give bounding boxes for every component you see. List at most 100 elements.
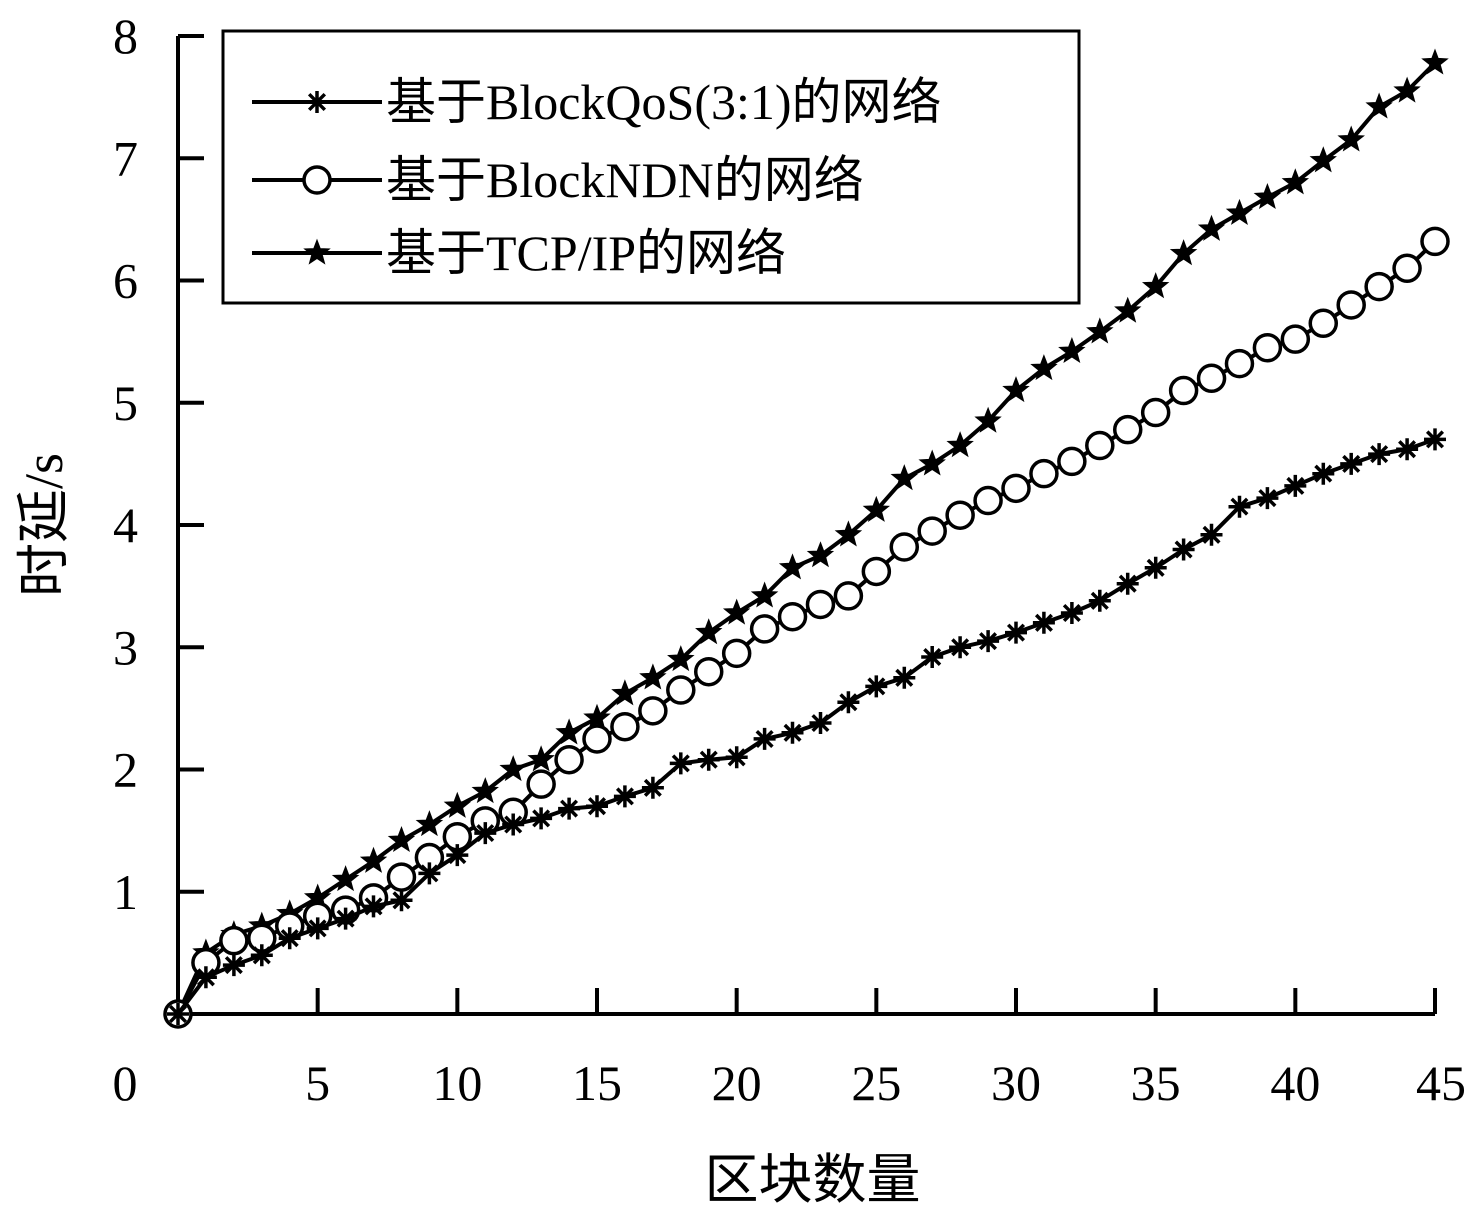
data-point: [1169, 239, 1198, 266]
data-point: [861, 556, 892, 587]
data-point: [945, 500, 975, 530]
data-point: [834, 520, 863, 547]
data-point: [555, 718, 583, 745]
legend: 基于BlockQoS(3:1)的网络基于BlockNDN的网络基于TCP/IP的…: [221, 29, 1081, 305]
data-point: [725, 746, 748, 769]
data-point: [1029, 458, 1059, 489]
data-point: [693, 656, 724, 687]
data-point: [865, 675, 888, 698]
data-point: [1228, 495, 1251, 518]
data-point: [889, 532, 920, 562]
data-point: [1252, 332, 1283, 363]
data-point: [695, 618, 723, 645]
data-point: [306, 917, 329, 940]
data-point: [499, 755, 527, 782]
data-point: [973, 485, 1003, 516]
data-point: [722, 598, 751, 625]
data-point: [1284, 474, 1307, 497]
data-point: [893, 666, 916, 689]
data-point: [666, 675, 696, 705]
data-point: [502, 813, 525, 836]
x-tick-label: 35: [1131, 1055, 1181, 1111]
data-point: [1368, 443, 1391, 466]
legend-label: 基于BlockNDN的网络: [386, 152, 864, 208]
data-point: [1116, 572, 1139, 595]
data-point: [610, 711, 640, 742]
data-point: [250, 944, 273, 967]
data-point: [586, 795, 608, 818]
data-point: [471, 777, 499, 804]
data-point: [530, 807, 553, 830]
data-point: [359, 846, 388, 873]
series-line: [176, 61, 1437, 1015]
data-point: [781, 721, 804, 744]
data-point: [1002, 376, 1030, 403]
data-point: [1058, 336, 1086, 364]
y-tick-label: 3: [113, 619, 138, 675]
x-tick-label: 45: [1416, 1055, 1466, 1111]
data-point: [387, 825, 416, 853]
x-tick-label: 15: [572, 1055, 622, 1111]
data-point: [1421, 48, 1449, 75]
data-point: [554, 744, 584, 775]
data-point: [1140, 397, 1171, 428]
data-point: [837, 691, 860, 714]
legend-item: 基于BlockNDN的网络: [252, 152, 864, 208]
y-tick-label: 6: [113, 253, 138, 309]
legend-label: 基于BlockQoS(3:1)的网络: [386, 74, 942, 130]
data-point: [1424, 428, 1446, 451]
data-point: [1057, 446, 1087, 477]
legend-box: [221, 29, 1081, 305]
data-point: [222, 954, 245, 977]
data-point: [219, 925, 249, 956]
data-point: [667, 645, 695, 672]
data-point: [362, 895, 385, 918]
data-point: [1308, 308, 1339, 339]
y-tick-label: 2: [113, 742, 138, 798]
series-asterisk: [167, 428, 1446, 1025]
x-tick-label: 30: [991, 1055, 1041, 1111]
x-tick-label: 10: [432, 1055, 482, 1111]
data-point: [1224, 348, 1255, 379]
data-point: [1281, 168, 1310, 195]
data-point: [1088, 589, 1111, 612]
data-point: [1256, 487, 1279, 510]
x-tick-label: 5: [305, 1055, 330, 1111]
data-point: [949, 636, 972, 659]
data-point: [1086, 317, 1114, 344]
data-point: [1085, 430, 1115, 461]
data-point: [921, 646, 944, 668]
x-ticks: 0 5 10 15 20 25 30 35 40 45: [113, 988, 1466, 1111]
data-point: [527, 745, 555, 772]
data-point: [1420, 226, 1450, 257]
data-point: [1144, 556, 1167, 579]
data-point: [582, 724, 612, 754]
data-point: [167, 1003, 189, 1025]
legend-item: 基于BlockQoS(3:1)的网络: [252, 74, 942, 130]
data-point: [1365, 92, 1393, 119]
series-layer: [163, 48, 1450, 1029]
data-point: [611, 679, 639, 706]
data-point: [918, 449, 946, 476]
data-point: [331, 865, 360, 892]
data-point: [1340, 452, 1363, 475]
legend-marker: [306, 91, 328, 113]
data-point: [558, 797, 581, 820]
data-point: [833, 581, 864, 611]
data-point: [862, 495, 891, 522]
series-line: [176, 239, 1437, 1015]
data-point: [390, 889, 413, 912]
data-point: [1030, 354, 1058, 381]
data-point: [415, 810, 444, 837]
data-point: [890, 464, 918, 491]
legend-marker: [302, 165, 332, 195]
data-point: [1312, 462, 1335, 485]
data-point: [721, 638, 752, 669]
y-tick-label: 5: [113, 375, 138, 431]
data-point: [1112, 414, 1143, 445]
data-point: [809, 712, 832, 734]
data-point: [669, 752, 692, 775]
data-point: [917, 516, 947, 546]
data-point: [474, 822, 497, 845]
data-point: [1172, 538, 1195, 561]
